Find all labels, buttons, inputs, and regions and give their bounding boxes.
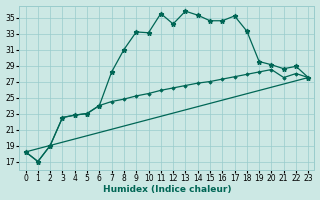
X-axis label: Humidex (Indice chaleur): Humidex (Indice chaleur) bbox=[103, 185, 231, 194]
